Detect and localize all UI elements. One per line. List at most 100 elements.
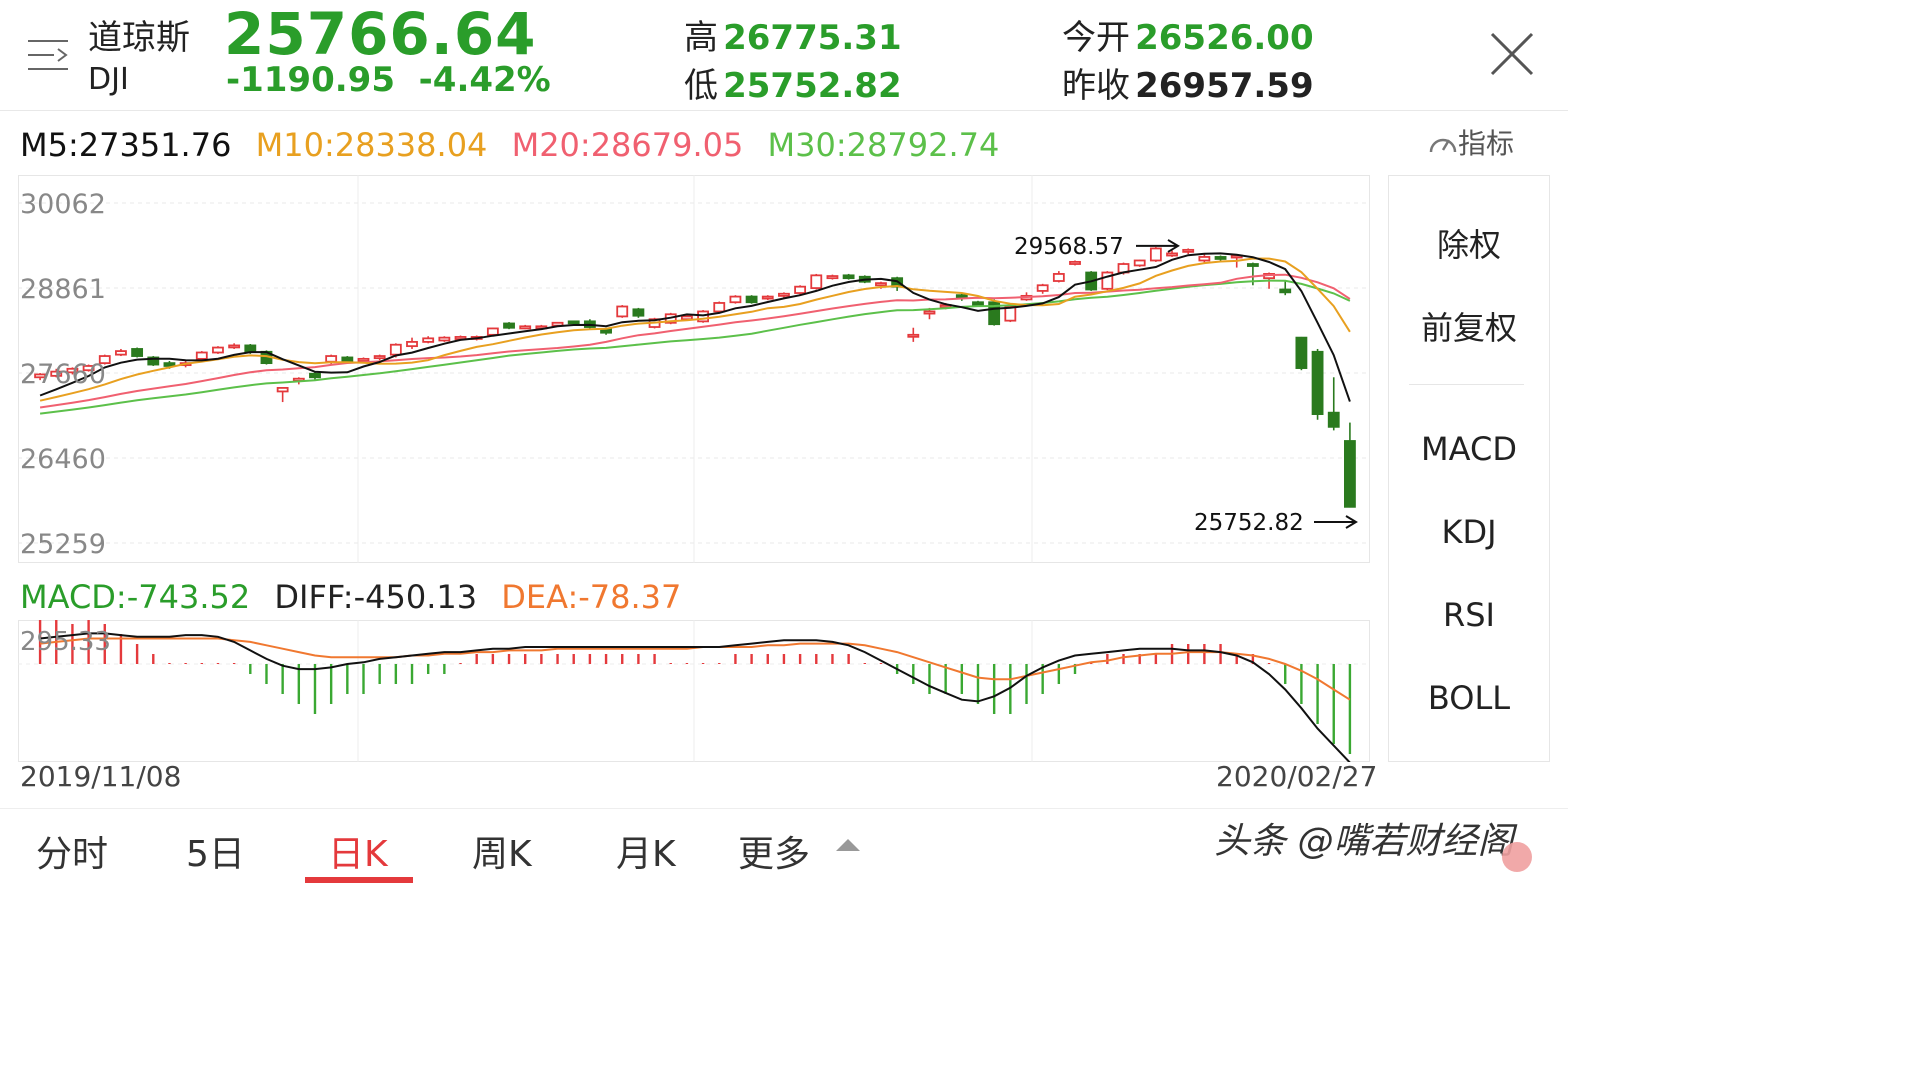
tab-daily-k[interactable]: 日K [328, 834, 388, 875]
y-tick-label: 30062 [20, 189, 106, 220]
candle [1295, 336, 1308, 369]
tab-more[interactable]: 更多 [738, 834, 811, 875]
macd-bar [378, 664, 381, 684]
close-icon[interactable] [1488, 30, 1536, 78]
macd-bar [281, 664, 284, 694]
candle [1214, 256, 1227, 260]
macd-bar [944, 664, 947, 694]
active-tab-indicator [305, 877, 413, 883]
macd-bar [637, 654, 640, 664]
adjust-panel: 除权 前复权 MACD KDJ RSI BOLL [1388, 175, 1550, 762]
candle [778, 292, 790, 297]
macd-bar [1348, 664, 1352, 754]
candle [406, 340, 418, 348]
side-divider [1409, 384, 1524, 385]
candle [373, 355, 386, 360]
candle [1069, 260, 1081, 265]
macd-bar [135, 644, 139, 664]
macd-bar [653, 654, 656, 664]
macd-bar [1300, 664, 1303, 704]
ma5-label: M5:27351.76 [20, 126, 232, 164]
tab-weekly-k[interactable]: 周K [472, 834, 532, 875]
macd-bar [71, 624, 74, 664]
indicator-button[interactable]: 指标 [1428, 122, 1514, 162]
period-tabs: 分时 5日 日K 周K 月K 更多 [0, 808, 1568, 883]
candle [907, 333, 920, 338]
open-value: 26526.00 [1135, 18, 1314, 58]
candle [1311, 350, 1324, 415]
macd-bar [669, 663, 672, 664]
side-item-forward-adjusted[interactable]: 前复权 [1420, 309, 1517, 347]
open-label: 今开 [1062, 18, 1130, 58]
macd-chart[interactable]: 295.33 [18, 620, 1370, 762]
side-item-macd[interactable]: MACD [1421, 430, 1517, 468]
macd-bar [1041, 664, 1044, 694]
candle [923, 310, 936, 315]
high-value: 26775.31 [723, 18, 902, 58]
candle [276, 387, 289, 393]
macd-bar [1122, 654, 1125, 664]
tab-monthly-k[interactable]: 月K [616, 834, 676, 875]
chevron-up-icon[interactable] [836, 839, 860, 851]
macd-bar [572, 654, 575, 664]
side-item-kdj[interactable]: KDJ [1441, 513, 1497, 551]
candle [697, 310, 709, 323]
candle [147, 356, 160, 366]
macd-bar [992, 664, 996, 714]
macd-bar [912, 664, 915, 684]
candle [713, 302, 726, 313]
macd-y-tick-label: 295.33 [20, 627, 111, 657]
candle [1198, 256, 1211, 262]
macd-bar [1106, 654, 1109, 664]
side-item-rsi[interactable]: RSI [1443, 596, 1495, 634]
side-item-boll[interactable]: BOLL [1427, 679, 1511, 717]
menu-icon[interactable] [28, 36, 70, 76]
candle [761, 295, 774, 300]
start-date: 2019/11/08 [20, 760, 182, 793]
candle [810, 274, 823, 289]
candle [357, 357, 370, 362]
macd-bar [168, 663, 171, 664]
index-name: 道琼斯 [88, 18, 190, 58]
macd-bar [507, 654, 511, 664]
candle [309, 372, 321, 379]
macd-bar [524, 654, 527, 664]
macd-bar [976, 664, 980, 704]
macd-bar [798, 654, 802, 664]
macd-bar [491, 654, 495, 664]
current-price: 25766.64 [224, 0, 537, 68]
macd-bar [475, 654, 478, 664]
candle [632, 308, 645, 317]
candle [66, 367, 79, 374]
candle [438, 336, 451, 342]
candle [486, 327, 499, 336]
candle [1166, 252, 1178, 257]
tab-5day[interactable]: 5日 [186, 834, 245, 875]
macd-bar [1138, 654, 1141, 664]
candle [50, 370, 63, 377]
macd-bar [604, 654, 608, 664]
candle [842, 274, 855, 280]
macd-bar [362, 664, 365, 694]
macd-bar [1057, 664, 1061, 684]
macd-bar [831, 654, 834, 664]
macd-bar [701, 663, 705, 664]
macd-bar [216, 663, 220, 664]
macd-bar [265, 664, 268, 684]
candle [389, 343, 402, 356]
candle [503, 322, 515, 329]
side-item-ex-rights[interactable]: 除权 [1436, 226, 1501, 264]
candle [972, 301, 984, 306]
macd-bar [459, 663, 462, 664]
macd-bar [410, 664, 414, 684]
tab-intraday[interactable]: 分时 [36, 834, 109, 875]
macd-bar [103, 624, 106, 664]
watermark-dot [1502, 842, 1532, 872]
macd-bar [1251, 654, 1255, 664]
candle [1004, 305, 1017, 322]
kline-chart[interactable]: 30062 28861 27660 26460 25259 29568.57 25752.… [18, 175, 1370, 563]
candle [228, 344, 241, 349]
macd-bar [782, 654, 786, 664]
macd-bar [1025, 664, 1028, 704]
gauge-icon [1429, 138, 1457, 153]
